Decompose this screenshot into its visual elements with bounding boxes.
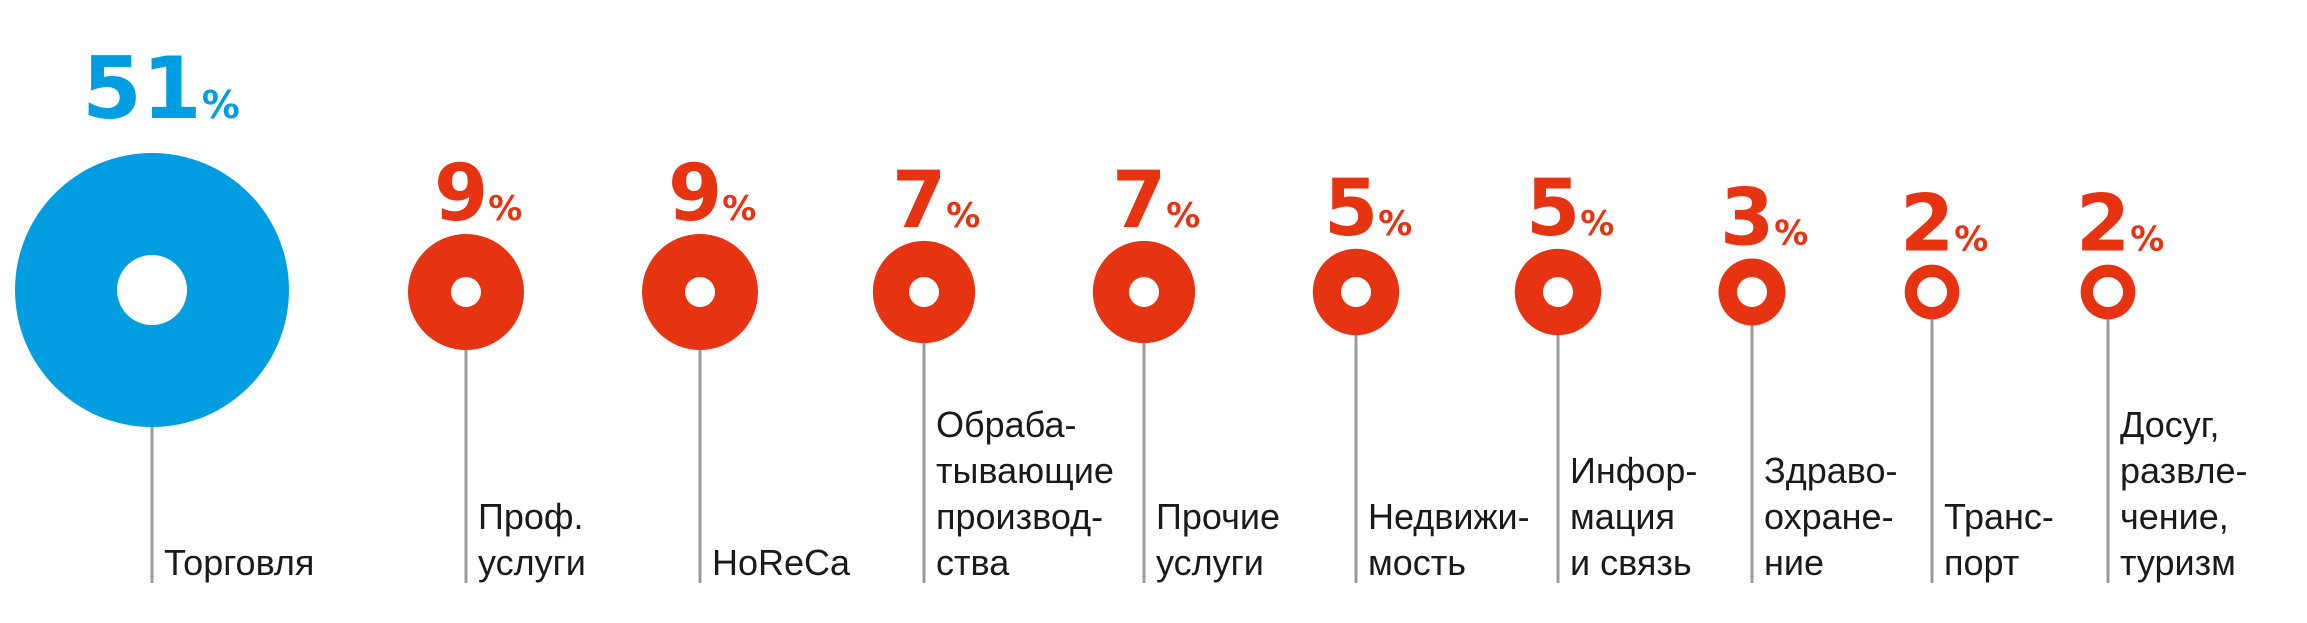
value-number: 51 (82, 39, 202, 139)
category-label: Обраба-тывающие производ-ства (936, 404, 1114, 583)
category-label-line: Транс- (1944, 496, 2054, 537)
ring-hole (685, 277, 715, 307)
value-label: 51% (82, 39, 240, 139)
category-label-line: мость (1368, 542, 1466, 583)
ring-hole (1917, 277, 1947, 307)
ring-hole (1737, 277, 1767, 307)
value-number: 2 (1900, 180, 1954, 270)
value-label: 9% (668, 149, 756, 239)
category-label: Досуг, развле-чение, туризм (2120, 404, 2247, 583)
category-label: Транс-порт (1944, 496, 2054, 583)
value-unit: % (202, 83, 240, 127)
value-number: 5 (1324, 164, 1378, 254)
ring-hole (117, 255, 187, 325)
ring-group: 7% Прочие услуги (1092, 156, 1280, 583)
value-unit: % (1954, 220, 1988, 260)
category-label: Торговля (164, 542, 314, 583)
ring-group: 9% HoReCa (642, 149, 851, 583)
category-label-line: ства (936, 542, 1010, 583)
value-label: 3% (1720, 174, 1808, 264)
value-unit: % (1774, 214, 1808, 254)
ring-hole (451, 277, 481, 307)
category-label: HoReCa (712, 542, 851, 583)
ring-hole (1543, 277, 1573, 307)
category-label-line: Прочие (1156, 496, 1280, 537)
category-label-line: охране- (1764, 496, 1894, 537)
category-label-line: услуги (1156, 542, 1264, 583)
value-unit: % (946, 196, 980, 236)
value-unit: % (722, 189, 756, 229)
value-unit: % (1166, 196, 1200, 236)
ring-group: 2% Досуг, развле-чение, туризм (2076, 180, 2247, 583)
category-label-line: Торговля (164, 542, 314, 583)
category-label-line: Здраво- (1764, 450, 1898, 491)
ring-hole (1341, 277, 1371, 307)
category-label: Инфор-мация и связь (1570, 450, 1697, 583)
category-label-line: тывающие (936, 450, 1114, 491)
value-label: 2% (2076, 180, 2164, 270)
value-unit: % (1378, 204, 1412, 244)
category-label: Прочие услуги (1156, 496, 1280, 583)
ring-hole (909, 277, 939, 307)
value-number: 9 (434, 149, 488, 239)
value-number: 3 (1720, 174, 1774, 264)
value-number: 5 (1526, 164, 1580, 254)
category-label-line: Обраба- (936, 404, 1076, 445)
category-label-line: туризм (2120, 542, 2236, 583)
value-label: 7% (1112, 156, 1200, 246)
category-label-line: порт (1944, 542, 2019, 583)
value-unit: % (1580, 204, 1614, 244)
ring-hole (1129, 277, 1159, 307)
category-label-line: услуги (478, 542, 586, 583)
category-label-line: Недвижи- (1368, 496, 1530, 537)
category-label-line: мация (1570, 496, 1675, 537)
category-label-line: чение, (2120, 496, 2229, 537)
ring-group: 51% Торговля (15, 39, 314, 583)
category-label-line: Инфор- (1570, 450, 1697, 491)
value-label: 7% (892, 156, 980, 246)
value-unit: % (488, 189, 522, 229)
value-label: 5% (1324, 164, 1412, 254)
value-number: 7 (892, 156, 946, 246)
value-label: 2% (1900, 180, 1988, 270)
value-label: 9% (434, 149, 522, 239)
value-number: 7 (1112, 156, 1166, 246)
value-number: 2 (2076, 180, 2130, 270)
category-label: Здраво-охране-ние (1764, 450, 1898, 583)
category-label-line: Проф. (478, 496, 584, 537)
category-label-line: и связь (1570, 542, 1692, 583)
category-label-line: развле- (2120, 450, 2247, 491)
category-label-line: производ- (936, 496, 1103, 537)
category-label: Недвижи-мость (1368, 496, 1530, 583)
value-label: 5% (1526, 164, 1614, 254)
ring-group: 7% Обраба-тывающие производ-ства (872, 156, 1114, 583)
value-number: 9 (668, 149, 722, 239)
ring-group: 2% Транс-порт (1900, 180, 2054, 583)
ring-group: 5% Инфор-мация и связь (1514, 164, 1697, 583)
ring-group: 3% Здраво-охране-ние (1718, 174, 1898, 583)
ring-group: 5% Недвижи-мость (1312, 164, 1530, 583)
ring-hole (2093, 277, 2123, 307)
category-label-line: HoReCa (712, 542, 851, 583)
category-label-line: ние (1764, 542, 1824, 583)
category-label-line: Досуг, (2120, 404, 2220, 445)
ring-group: 9% Проф. услуги (408, 149, 586, 583)
category-label: Проф. услуги (478, 496, 586, 583)
value-unit: % (2130, 220, 2164, 260)
